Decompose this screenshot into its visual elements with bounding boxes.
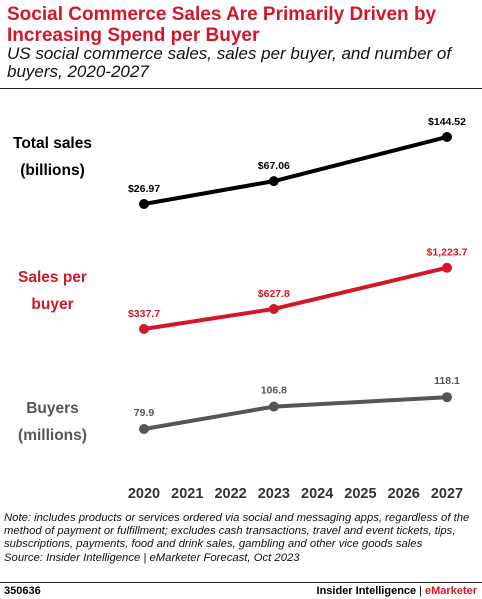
x-tick-label: 2027 <box>431 486 463 502</box>
series-label-sales-per-buyer: Sales per buyer <box>0 264 105 318</box>
data-label: $627.8 <box>258 288 290 300</box>
brand-footer: Insider Intelligence | eMarketer <box>317 585 477 597</box>
data-point <box>268 303 279 314</box>
series-label-line: Sales per <box>18 269 87 286</box>
data-label: $26.97 <box>128 183 160 195</box>
x-tick-label: 2025 <box>344 486 376 502</box>
source-text: Source: Insider Intelligence | eMarketer… <box>4 551 300 564</box>
series-line-buyers <box>142 395 449 431</box>
data-point <box>442 392 452 403</box>
top-divider <box>0 88 482 89</box>
brand-emarketer: eMarketer <box>425 585 477 597</box>
series-label-line: buyer <box>31 296 74 313</box>
series-label-line: Buyers <box>26 400 79 417</box>
data-point <box>268 176 279 187</box>
x-tick-label: 2024 <box>301 486 333 502</box>
x-tick-label: 2021 <box>171 486 203 502</box>
data-label: 118.1 <box>434 375 460 387</box>
data-point <box>442 131 452 142</box>
brand-separator: | <box>419 585 423 597</box>
chart-note: Note: includes products or services orde… <box>4 512 478 565</box>
x-tick-label: 2023 <box>258 486 290 502</box>
series-line-total-sales <box>142 134 449 206</box>
brand-insider-intelligence: Insider Intelligence <box>316 585 417 597</box>
series-label-buyers: Buyers (millions) <box>0 395 105 449</box>
data-point <box>268 401 279 412</box>
data-point <box>139 424 149 434</box>
x-tick-label: 2026 <box>388 486 420 502</box>
data-point <box>139 324 149 334</box>
series-line-sales-per-buyer <box>142 265 449 331</box>
data-label: $1,223.7 <box>427 247 468 259</box>
chart-title: Social Commerce Sales Are Primarily Driv… <box>7 4 437 46</box>
series-label-line: (billions) <box>20 162 85 179</box>
series-label-line: Total sales <box>13 135 92 152</box>
series-label-total-sales: Total sales (billions) <box>0 130 105 184</box>
data-point <box>139 199 149 209</box>
data-point <box>442 262 452 273</box>
x-tick-label: 2020 <box>128 486 160 502</box>
data-label: $144.52 <box>428 116 466 128</box>
series-label-line: (millions) <box>18 427 87 444</box>
chart-id: 350636 <box>4 585 41 597</box>
data-label: 106.8 <box>261 385 287 397</box>
note-text: Note: includes products or services orde… <box>4 512 470 551</box>
bottom-divider <box>0 582 482 583</box>
line-chart: $26.97 $67.06 $144.52 $337.7 $627.8 $1,223.7 7… <box>128 116 468 502</box>
data-label: $67.06 <box>258 160 290 172</box>
data-label: 79.9 <box>134 407 155 419</box>
data-label: $337.7 <box>128 308 160 320</box>
x-tick-label: 2022 <box>214 486 246 502</box>
chart-subtitle: US social commerce sales, sales per buye… <box>7 44 452 81</box>
